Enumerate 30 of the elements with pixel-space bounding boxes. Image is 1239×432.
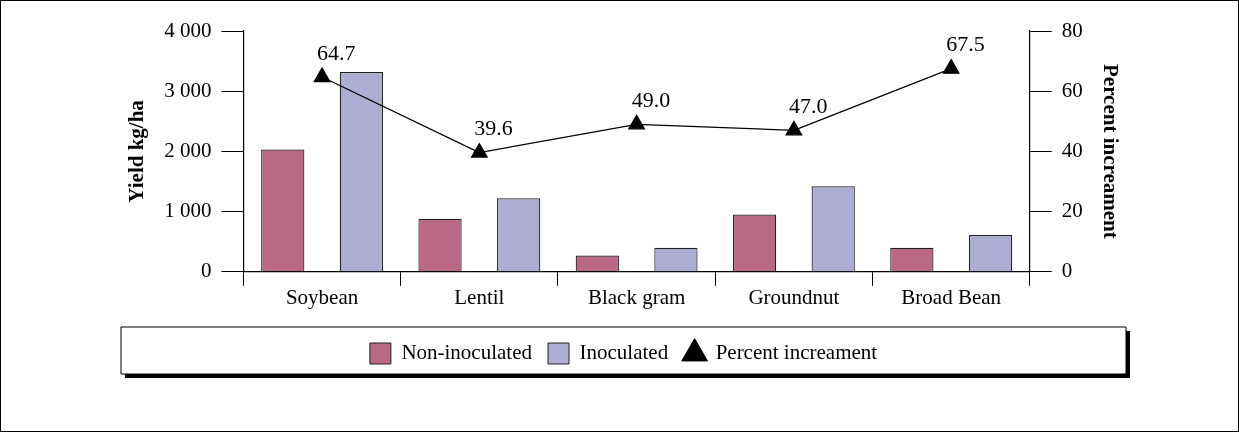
legend-label: Inoculated <box>579 340 669 365</box>
x-tick-label: Black gram <box>587 284 686 309</box>
data-label: 64.7 <box>317 39 356 65</box>
y-axis-title: Yield kg/ha <box>124 99 149 203</box>
y2-tick-label: 60 <box>1061 77 1083 102</box>
y2-tick-label: 0 <box>1061 258 1073 283</box>
point <box>785 120 803 136</box>
legend-label: Non-inoculated <box>401 340 533 365</box>
y2-axis-title: Percent increament <box>1098 64 1123 239</box>
point <box>942 59 960 74</box>
data-label: 39.6 <box>474 115 513 141</box>
x-tick-label: Lentil <box>454 284 505 309</box>
data-label: 67.5 <box>946 31 985 57</box>
data-label: 49.0 <box>631 87 671 113</box>
x-tick-label: Soybean <box>285 284 359 309</box>
y2-tick-label: 40 <box>1061 137 1083 162</box>
y2-tick-label: 20 <box>1061 198 1083 223</box>
y-tick-label: 4 000 <box>164 17 212 42</box>
point <box>313 67 331 83</box>
point <box>470 143 488 158</box>
y2-tick-label: 80 <box>1061 17 1083 42</box>
y-tick-label: 1 000 <box>164 198 212 223</box>
y-tick-label: 0 <box>200 258 212 283</box>
data-label: 47.0 <box>788 93 828 119</box>
y-tick-label: 2 000 <box>164 137 212 162</box>
legend-label: Percent increament <box>715 340 878 365</box>
y-tick-label: 3 000 <box>164 77 212 102</box>
point <box>628 114 646 130</box>
x-tick-label: Groundnut <box>748 284 840 309</box>
x-tick-label: Broad Bean <box>901 284 1002 309</box>
